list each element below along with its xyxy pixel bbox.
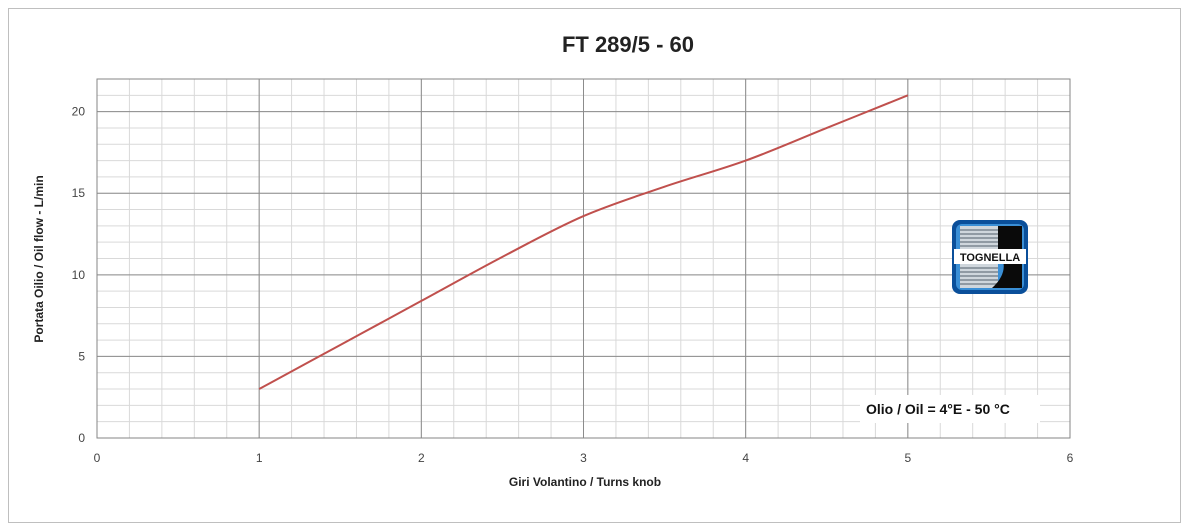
plot-border: [96, 78, 1071, 439]
y-tick-label: 20: [72, 105, 86, 119]
y-tick-label: 5: [78, 349, 85, 363]
annotation-box: Olio / Oil = 4°E - 50 °C: [860, 395, 1040, 423]
tognella-logo: TOGNELLA: [952, 220, 1028, 294]
x-axis-label: Giri Volantino / Turns knob: [509, 475, 661, 489]
chart-title: FT 289/5 - 60: [562, 32, 694, 57]
y-tick-labels: 0 5 10 15 20: [72, 105, 86, 445]
y-tick-label: 15: [72, 186, 86, 200]
series-group: [258, 94, 909, 390]
x-tick-label: 4: [742, 451, 749, 465]
x-tick-labels: 0 1 2 3 4 5 6: [94, 451, 1074, 465]
x-tick-label: 5: [904, 451, 911, 465]
x-tick-label: 2: [418, 451, 425, 465]
series-line: [258, 94, 909, 390]
y-tick-label: 0: [78, 431, 85, 445]
annotation-text: Olio / Oil = 4°E - 50 °C: [866, 401, 1010, 417]
x-tick-label: 0: [94, 451, 101, 465]
y-axis-label: Portata Oilio / Oil flow - L/min: [32, 175, 46, 342]
x-tick-label: 1: [256, 451, 263, 465]
logo-text: TOGNELLA: [960, 252, 1020, 264]
y-tick-label: 10: [72, 268, 86, 282]
x-tick-label: 6: [1067, 451, 1074, 465]
x-tick-label: 3: [580, 451, 587, 465]
